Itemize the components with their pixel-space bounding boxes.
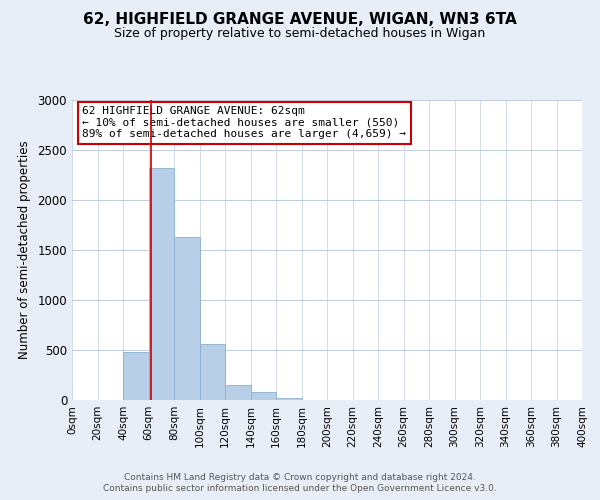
Text: Size of property relative to semi-detached houses in Wigan: Size of property relative to semi-detach… xyxy=(115,28,485,40)
Bar xyxy=(276,398,302,400)
Bar xyxy=(251,392,276,400)
Bar xyxy=(149,168,174,400)
Bar xyxy=(199,344,225,400)
Text: 62, HIGHFIELD GRANGE AVENUE, WIGAN, WN3 6TA: 62, HIGHFIELD GRANGE AVENUE, WIGAN, WN3 … xyxy=(83,12,517,28)
Text: Contains public sector information licensed under the Open Government Licence v3: Contains public sector information licen… xyxy=(103,484,497,493)
Text: 62 HIGHFIELD GRANGE AVENUE: 62sqm
← 10% of semi-detached houses are smaller (550: 62 HIGHFIELD GRANGE AVENUE: 62sqm ← 10% … xyxy=(82,106,406,139)
Bar xyxy=(123,352,149,400)
Text: Contains HM Land Registry data © Crown copyright and database right 2024.: Contains HM Land Registry data © Crown c… xyxy=(124,472,476,482)
Bar xyxy=(225,385,251,400)
Bar xyxy=(174,237,199,400)
Y-axis label: Number of semi-detached properties: Number of semi-detached properties xyxy=(17,140,31,360)
